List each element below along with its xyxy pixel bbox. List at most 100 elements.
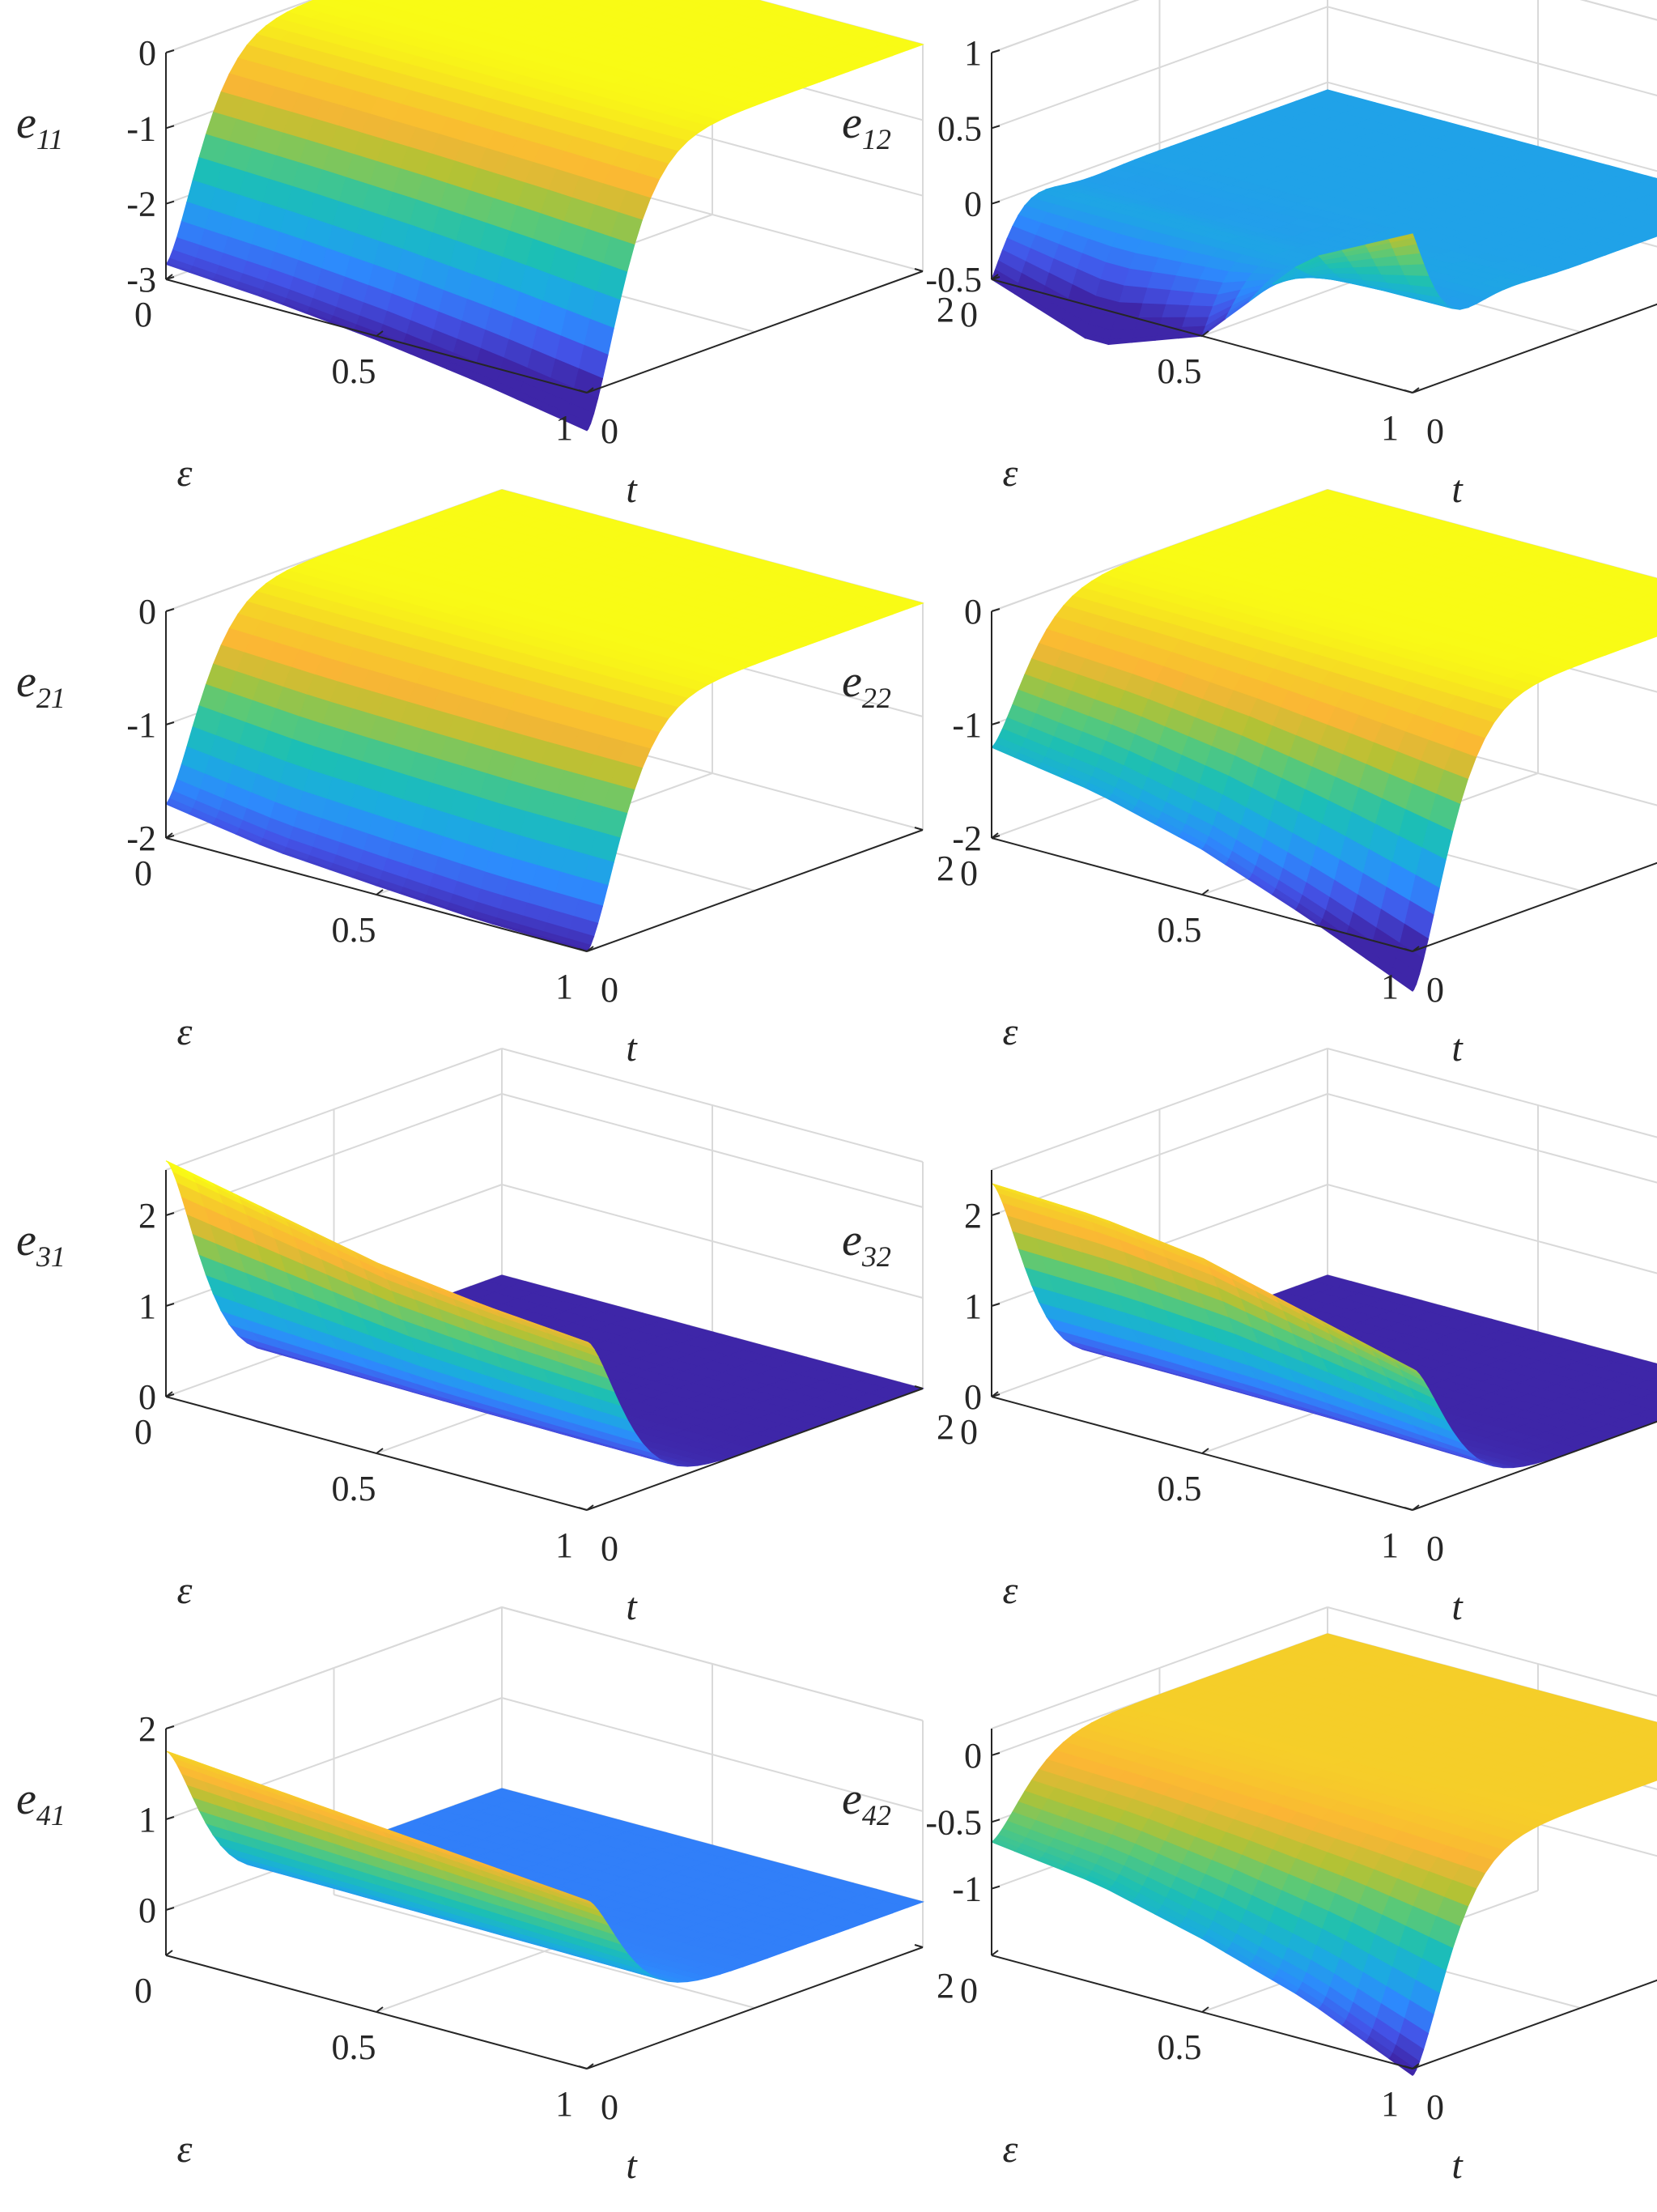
x-tick-mark [165,832,173,839]
x-tick-label: 0.5 [1158,910,1202,950]
surface-patch [1158,317,1187,330]
z-axis-label-sub: 41 [36,1799,66,1831]
x-tick-label: 0 [134,295,152,334]
z-axis-label-sub: 31 [36,1240,66,1273]
x-tick-label: 0.5 [332,910,376,950]
z-tick-label: -3 [126,260,156,300]
box-edge [165,1048,503,1171]
z-tick-label: -1 [952,705,982,745]
surface-mesh [164,0,924,432]
z-axis-label-sub: 32 [861,1240,891,1273]
z-tick-label: 2 [964,1196,982,1236]
z-axis-label: e21 [16,657,66,714]
surface-plot-e22: 0-1-200.5102e22εt [842,489,1657,1070]
x-axis-label: ε [1003,1010,1018,1053]
y-axis-label: t [1451,1585,1464,1628]
y-tick-label: 0 [601,1529,618,1568]
axes: 0-1-200.5102e22εt [842,592,1657,1070]
surface-patch [1645,191,1657,199]
box-edge [165,0,314,53]
axes: 10.50-0.500.5102e12εt [842,33,1657,511]
z-tick-label: 1 [138,1800,156,1840]
z-tick-mark [991,721,1001,725]
x-tick-mark [1201,330,1209,337]
x-tick-mark [1412,946,1420,952]
x-tick-label: 1 [1381,408,1399,448]
x-tick-mark [376,889,384,895]
z-axis-label: e32 [842,1215,891,1273]
z-axis-label-base: e [16,1215,36,1266]
z-tick-mark [991,49,1001,53]
z-axis-label-base: e [842,657,862,707]
x-tick-label: 1 [555,2084,573,2124]
y-axis-label: t [1451,468,1464,511]
grid-line [1327,1093,1657,1184]
z-axis-label: e41 [16,1774,66,1831]
x-tick-label: 0 [134,853,152,893]
z-tick-label: -1 [126,705,156,745]
x-axis-label: ε [177,1010,193,1053]
y-tick-mark [914,827,924,831]
z-tick-mark [165,200,175,205]
surface-patch [1138,303,1167,319]
z-axis-label: e31 [16,1215,66,1273]
y-tick-label: 0 [601,970,618,1010]
surface-patch [1647,220,1657,227]
y-tick-mark [1404,389,1413,393]
z-axis-label: e11 [16,98,63,155]
y-tick-mark [914,1944,924,1948]
x-tick-label: 0.5 [332,351,376,391]
x-tick-label: 0.5 [1158,1469,1202,1508]
z-tick-label: -0.5 [925,260,982,300]
y-tick-label: 0 [1426,411,1444,451]
z-axis-label-base: e [842,1215,862,1266]
z-tick-label: 0.5 [937,108,982,148]
x-axis-label: ε [1003,452,1018,495]
surface-patch [1645,591,1657,599]
x-tick-label: 0.5 [332,2027,376,2067]
surface-mesh [165,1160,924,1467]
x-tick-label: 1 [555,1525,573,1565]
z-axis-label-sub: 21 [36,682,66,714]
z-tick-label: 0 [964,185,982,224]
y-axis-label: t [1451,1027,1464,1070]
z-axis-label-base: e [16,1774,36,1824]
surface-patch [1161,304,1191,319]
z-tick-label: 0 [138,33,156,73]
y-tick-label: 2 [937,1966,954,2006]
z-tick-label: 1 [964,33,982,73]
z-axis-label-sub: 22 [862,682,891,714]
surface-plot-e12: 10.50-0.500.5102e12εt [842,0,1657,511]
x-axis-label: ε [1003,1569,1018,1612]
z-tick-label: 1 [138,1287,156,1326]
y-axis-line [586,270,924,393]
y-axis-label: t [626,1027,638,1070]
y-axis-label: t [626,1585,638,1628]
z-tick-label: -1 [126,108,156,148]
x-tick-label: 0 [960,853,978,893]
z-tick-mark [991,125,1001,130]
z-tick-label: 0 [138,1891,156,1930]
z-tick-label: -2 [952,819,982,858]
z-tick-mark [165,49,175,53]
surface-patch [1647,620,1657,627]
box-edge [991,0,1140,53]
x-tick-mark [991,832,999,839]
surface-patch [1399,263,1430,276]
z-tick-mark [165,608,175,612]
z-tick-mark [991,200,1001,205]
x-tick-label: 1 [1381,1525,1399,1565]
x-tick-mark [376,330,384,337]
x-tick-label: 0 [960,1412,978,1452]
surface-plot-e42: 0-0.5-100.5102e42εt [842,1606,1657,2187]
y-tick-mark [914,268,924,272]
x-tick-mark [991,274,999,280]
z-tick-label: 1 [964,1287,982,1326]
